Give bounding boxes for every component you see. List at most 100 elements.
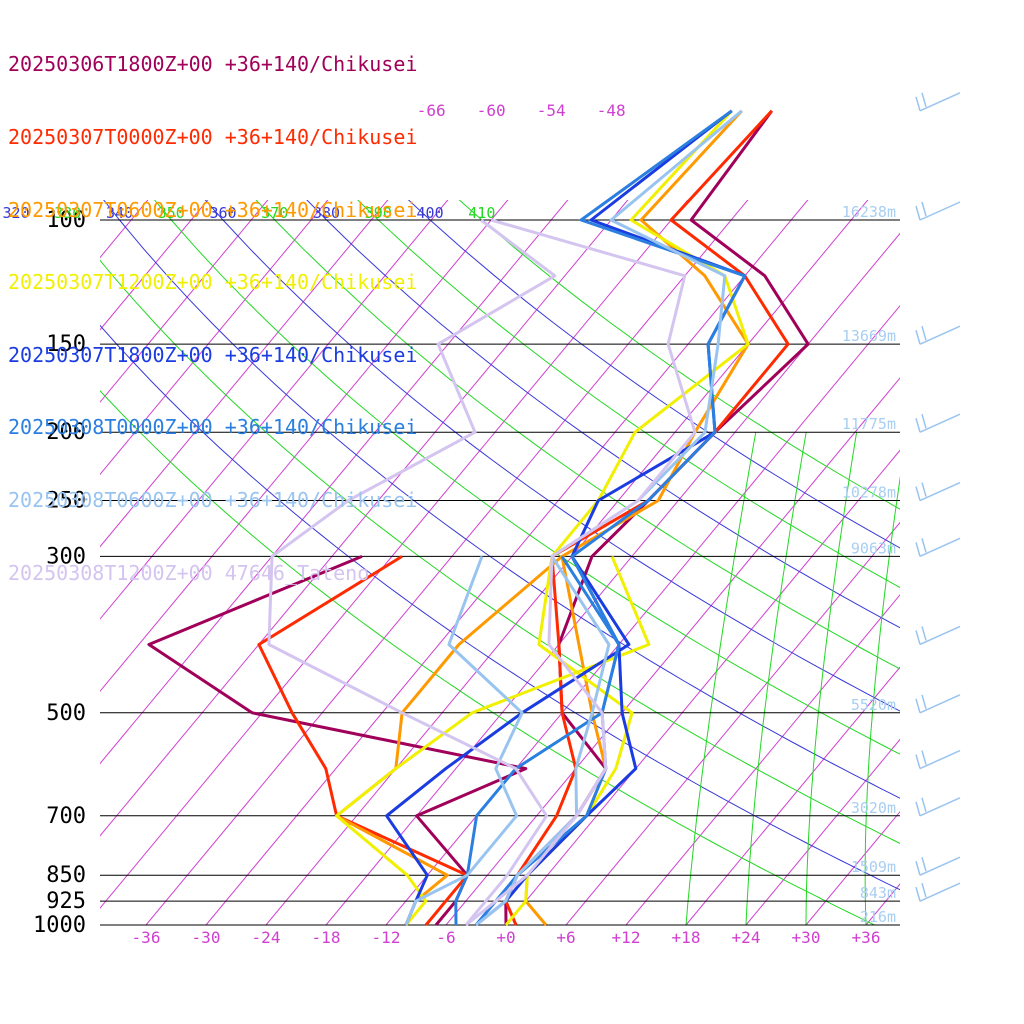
wind-barb-icon xyxy=(919,694,961,714)
legend: 20250306T1800Z+00 +36+140/Chikusei 20250… xyxy=(8,4,417,609)
wind-barb-flag xyxy=(915,801,921,817)
height-label: 1509m xyxy=(851,858,896,876)
isotherm-line xyxy=(986,152,1024,925)
theta-label: 350 xyxy=(158,204,185,222)
height-label: 9063m xyxy=(851,539,896,557)
wind-barb-flag xyxy=(921,857,927,872)
dry-adiabat-line xyxy=(458,200,900,510)
wind-barb-flag xyxy=(921,626,927,641)
dry-adiabat-line xyxy=(100,324,900,891)
wind-barb-flag xyxy=(921,797,927,813)
isotherm-line xyxy=(100,200,689,909)
moist-adiabat-line xyxy=(745,432,807,925)
legend-entry: 20250307T1200Z+00 +36+140/Chikusei xyxy=(8,270,418,295)
legend-entry: 20250308T0600Z+00 +36+140/Chikusei xyxy=(8,487,418,512)
isotherm-line xyxy=(100,200,329,476)
theta-label: 340 xyxy=(106,204,133,222)
dewpoint-line xyxy=(335,555,563,926)
wind-barb-flag xyxy=(921,750,927,765)
isotherm-line xyxy=(100,200,389,548)
pressure-tick-label: 150 xyxy=(46,332,86,357)
pressure-tick-label: 850 xyxy=(46,863,86,888)
height-label: 5520m xyxy=(851,696,896,714)
legend-entry: 20250308T1200Z+00 47646_Tateno xyxy=(8,560,370,585)
height-label: 216m xyxy=(860,908,896,926)
isotherm-line xyxy=(745,738,900,925)
wind-barbs xyxy=(915,92,961,902)
temperature-tick-label: -24 xyxy=(252,928,281,947)
wind-barb-flag xyxy=(915,861,921,876)
pressure-tick-label: 200 xyxy=(46,420,86,445)
dry-adiabat-line xyxy=(357,200,900,589)
wind-barb-flag xyxy=(921,482,927,497)
legend-entry: 20250307T1800Z+00 +36+140/Chikusei xyxy=(8,342,418,367)
temperature-tick-label: -30 xyxy=(192,928,221,947)
height-label: 3020m xyxy=(851,799,896,817)
pressure-tick-label: 500 xyxy=(46,701,86,726)
wind-barb-icon xyxy=(919,201,961,221)
moist-adiabat-line xyxy=(805,432,858,925)
isotherm-line xyxy=(100,200,509,693)
isotherm-top-label: -54 xyxy=(537,101,566,120)
isotherm-line xyxy=(100,200,449,620)
theta-label: 410 xyxy=(468,204,495,222)
dry-adiabat-line xyxy=(100,390,875,925)
isotherm-top-label: -48 xyxy=(597,101,626,120)
isotherm-line xyxy=(505,449,900,925)
dry-adiabat-line xyxy=(306,200,900,629)
pressure-tick-label: 925 xyxy=(46,889,86,914)
temperature-tick-label: -12 xyxy=(372,928,401,947)
temperature-tick-label: -36 xyxy=(132,928,161,947)
height-label: 843m xyxy=(860,884,896,902)
dry-adiabat-line xyxy=(204,200,900,712)
wind-barb-icon xyxy=(919,749,961,770)
wind-barb-icon xyxy=(919,413,961,433)
isotherm-line xyxy=(625,594,900,925)
wind-barb-flag xyxy=(915,205,921,221)
wind-barb-flag xyxy=(921,201,927,217)
wind-barb-flag xyxy=(915,698,921,713)
theta-label: 330 xyxy=(54,204,81,222)
temperature-tick-label: +0 xyxy=(496,928,515,947)
pressure-tick-label: 300 xyxy=(46,544,86,569)
dry-adiabat-line xyxy=(255,200,900,670)
wind-barb-flag xyxy=(921,414,927,429)
legend-entry: 20250308T0000Z+00 +36+140/Chikusei xyxy=(8,415,418,440)
isotherm-line xyxy=(265,200,869,925)
wind-barb-icon xyxy=(919,797,961,817)
dewpoint-line xyxy=(454,555,621,926)
isotherm-line xyxy=(100,200,269,403)
wind-barb-flag xyxy=(915,886,921,902)
dewpoint-line xyxy=(404,555,524,926)
isotherm-line xyxy=(325,232,900,925)
wind-barb-flag xyxy=(915,96,921,112)
dewpoint-line xyxy=(257,555,469,926)
theta-label: 360 xyxy=(209,204,236,222)
temperature-line xyxy=(475,109,743,927)
theta-label: 390 xyxy=(365,204,392,222)
wind-barb-flag xyxy=(915,486,921,501)
isotherm-line xyxy=(0,152,8,925)
dry-adiabat-line xyxy=(100,259,900,844)
isotherm-line xyxy=(565,521,900,925)
isotherm-line xyxy=(145,200,749,925)
wind-barb-icon xyxy=(919,537,961,558)
temperature-tick-label: -6 xyxy=(436,928,455,947)
wind-barb-icon xyxy=(919,92,961,112)
wind-barb-flag xyxy=(915,418,921,433)
height-label: 11775m xyxy=(842,415,896,433)
temperature-tick-label: +36 xyxy=(852,928,881,947)
isotherm-top-label: -60 xyxy=(477,101,506,120)
isotherm-line xyxy=(100,200,209,331)
theta-label: 320 xyxy=(2,204,29,222)
wind-barb-flag xyxy=(921,538,927,553)
theta-label: 380 xyxy=(313,204,340,222)
wind-barb-flag xyxy=(921,882,927,898)
isotherm-line xyxy=(445,377,900,925)
theta-label: 370 xyxy=(261,204,288,222)
wind-barb-flag xyxy=(915,329,921,345)
wind-barb-flag xyxy=(915,754,921,769)
isotherm-top-label: -66 xyxy=(417,101,446,120)
temperature-tick-label: +18 xyxy=(672,928,701,947)
temperature-tick-label: +30 xyxy=(792,928,821,947)
